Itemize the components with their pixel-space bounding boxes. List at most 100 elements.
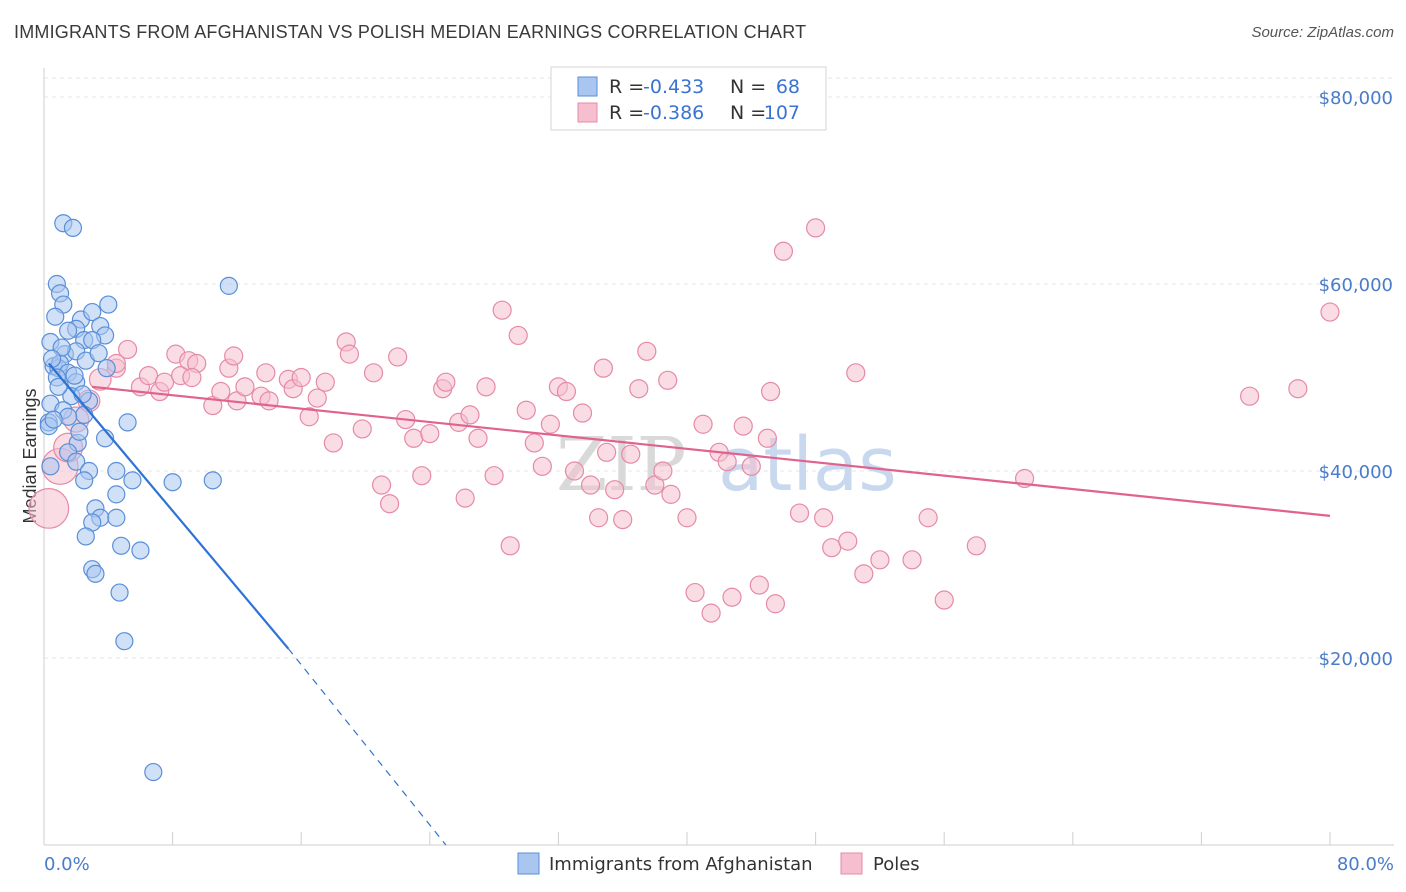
- afghanistan-point: [49, 377, 68, 396]
- poles-point: [564, 461, 585, 481]
- afghanistan-point: [219, 276, 238, 295]
- afghanistan-point: [65, 366, 84, 385]
- poles-point: [741, 456, 761, 476]
- legend-swatch-afghanistan: [577, 76, 598, 97]
- poles-point: [765, 594, 786, 614]
- afghanistan-point: [44, 410, 63, 429]
- poles-point: [789, 503, 810, 523]
- poles-point: [597, 442, 617, 462]
- poles-point: [516, 400, 536, 420]
- poles-point: [508, 325, 528, 346]
- poles-point: [701, 603, 721, 623]
- poles-point: [593, 358, 614, 378]
- correlation-legend: R = -0.433 N = 68 R = -0.386 N = 107: [550, 66, 827, 131]
- poles-point: [637, 341, 657, 361]
- poles-point: [661, 484, 681, 504]
- poles-point: [315, 372, 335, 392]
- bottom-legend-swatch-afghanistan: [517, 852, 540, 875]
- poles-point: [28, 488, 70, 529]
- poles-point: [805, 218, 826, 238]
- x-ticks: [43, 832, 1331, 845]
- poles-point: [500, 536, 520, 556]
- afghanistan-point: [46, 307, 65, 326]
- afghanistan-point: [75, 405, 94, 424]
- poles-point: [182, 367, 202, 388]
- chart-title: IMMIGRANTS FROM AFGHANISTAN VS POLISH ME…: [14, 22, 807, 42]
- afghanistan-point: [99, 295, 118, 314]
- poles-point: [621, 444, 641, 464]
- poles-point: [455, 488, 475, 508]
- poles-point: [580, 475, 601, 495]
- y-tick-label: $20,000: [1319, 649, 1393, 670]
- afghanistan-point: [67, 452, 86, 471]
- afghanistan-point: [97, 359, 116, 378]
- afghanistan-trend-line: [47, 362, 290, 650]
- x-tick-label-max: 80.0%: [1337, 854, 1394, 875]
- poles-point: [838, 531, 858, 551]
- afghanistan-point: [123, 471, 142, 490]
- poles-point: [1320, 302, 1340, 322]
- afghanistan-point: [112, 536, 131, 555]
- legend-n-value-poles: 107: [764, 102, 800, 124]
- afghanistan-point: [144, 762, 163, 782]
- poles-point: [299, 407, 319, 427]
- poles-point: [540, 414, 560, 434]
- y-tick-label: $80,000: [1319, 88, 1393, 109]
- y-tick-label: $40,000: [1319, 462, 1393, 483]
- afghanistan-point: [42, 349, 62, 368]
- poles-point: [1288, 379, 1308, 399]
- poles-point: [492, 300, 512, 320]
- afghanistan-point: [83, 302, 102, 322]
- poles-point: [371, 475, 392, 495]
- legend-r-label-poles: R =: [609, 102, 650, 124]
- poles-point: [733, 416, 753, 436]
- poles-point: [476, 377, 496, 397]
- afghanistan-point: [70, 422, 89, 441]
- poles-point: [259, 391, 279, 411]
- poles-point: [658, 370, 678, 390]
- series-afghanistan-points: [39, 214, 238, 782]
- afghanistan-point: [76, 527, 95, 546]
- x-tick-label-min: 0.0%: [44, 854, 90, 875]
- poles-point: [693, 414, 713, 434]
- poles-point: [556, 381, 577, 402]
- poles-point: [256, 363, 276, 383]
- poles-point: [760, 381, 781, 402]
- bottom-legend-swatch-poles: [840, 852, 863, 875]
- poles-point: [757, 428, 777, 448]
- legend-n-value-afghanistan: 68: [776, 76, 800, 98]
- poles-point: [613, 510, 633, 530]
- poles-point: [436, 372, 456, 392]
- poles-point: [352, 419, 372, 439]
- bottom-legend-label-afghanistan: Immigrants from Afghanistan: [549, 854, 813, 875]
- afghanistan-point: [107, 485, 126, 504]
- poles-point: [773, 241, 794, 261]
- poles-point: [588, 508, 609, 528]
- afghanistan-point: [163, 473, 182, 492]
- afghanistan-point: [86, 564, 105, 583]
- y-tick-labels: $20,000 $40,000 $60,000 $80,000: [1319, 88, 1393, 670]
- poles-point: [934, 590, 954, 610]
- afghanistan-point: [41, 457, 60, 476]
- poles-point: [404, 428, 424, 448]
- poles-point: [749, 575, 769, 595]
- afghanistan-point: [118, 413, 137, 432]
- y-axis-title: Median Earnings: [20, 388, 40, 523]
- poles-point: [363, 363, 384, 383]
- afghanistan-point: [73, 385, 92, 404]
- poles-point: [532, 456, 552, 476]
- poles-point: [822, 538, 842, 558]
- poles-point: [484, 466, 504, 486]
- poles-point: [339, 344, 360, 364]
- poles-point: [468, 428, 488, 448]
- source-note: Source: ZipAtlas.com: [1251, 24, 1394, 41]
- poles-point: [572, 403, 593, 423]
- afghanistan-point: [107, 508, 126, 527]
- afghanistan-point: [89, 344, 108, 363]
- poles-point: [412, 466, 432, 486]
- poles-point: [323, 433, 343, 453]
- poles-point: [307, 388, 327, 408]
- poles-point: [154, 372, 175, 392]
- poles-point: [605, 480, 625, 500]
